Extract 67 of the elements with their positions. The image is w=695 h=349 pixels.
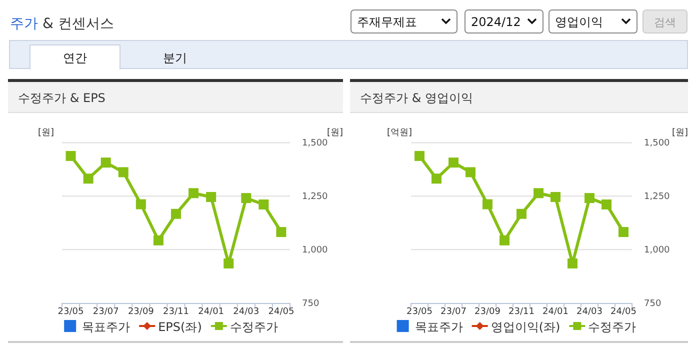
x-tick-label: 24/03 (576, 307, 602, 317)
point (602, 199, 612, 210)
point (66, 150, 76, 161)
point (448, 158, 458, 168)
legend-label: 수정주가 (230, 320, 278, 334)
point (118, 167, 128, 178)
point (241, 193, 252, 204)
text: 연간 (63, 51, 87, 65)
y2-axis-title: [원] (672, 128, 688, 138)
y2-tick-label: 1,000 (644, 246, 670, 256)
text: 분기 (163, 51, 187, 65)
text: 주재무제표 (357, 15, 417, 29)
x-tick-label: 23/05 (58, 307, 84, 317)
x-tick-label: 23/09 (128, 307, 154, 317)
y-axis-title: [원] (38, 128, 54, 138)
point (618, 227, 628, 238)
x-tick-label: 23/07 (440, 307, 466, 317)
point (171, 208, 181, 219)
x-tick-label: 23/05 (406, 307, 432, 317)
text: 주가 & 컨센서스 (10, 16, 114, 32)
point (482, 199, 492, 210)
x-tick-label: 23/11 (508, 307, 534, 317)
point (188, 188, 199, 198)
text: 2024/12 (471, 15, 521, 29)
point (224, 258, 234, 268)
chart-title: 수정주가 & EPS (18, 91, 106, 105)
chart-title: 수정주가 & 영업이익 (360, 91, 473, 105)
y2-tick-label: 1,250 (302, 192, 328, 202)
x-tick-label: 24/01 (198, 307, 224, 317)
y2-tick-label: 1,000 (302, 246, 328, 256)
point (516, 208, 526, 219)
point (258, 199, 269, 210)
x-tick-label: 23/11 (163, 307, 189, 317)
legend-label: 목표주가 (414, 320, 463, 334)
point (500, 235, 510, 246)
point (568, 258, 578, 268)
x-tick-label: 24/05 (268, 307, 294, 317)
x-tick-label: 23/07 (92, 307, 119, 317)
y2-tick-label: 750 (644, 299, 662, 309)
x-tick-label: 24/05 (610, 307, 636, 317)
point (83, 174, 94, 184)
legend-label: EPS(좌) (158, 320, 202, 334)
point (534, 188, 544, 198)
text: 영업이익 (555, 15, 603, 29)
point (276, 227, 286, 238)
point (432, 174, 442, 184)
point (100, 158, 111, 168)
text: 검색 (654, 16, 676, 29)
y2-axis-title: [원] (327, 128, 344, 138)
x-tick-label: 23/09 (474, 307, 501, 317)
x-tick-label: 24/01 (542, 307, 568, 317)
y2-tick-label: 1,250 (644, 192, 670, 202)
y-axis-title: [억원] (387, 128, 412, 138)
legend-label: 수정주가 (588, 320, 636, 334)
point (414, 150, 424, 161)
x-tick-label: 24/03 (233, 307, 260, 317)
y2-tick-label: 750 (302, 299, 320, 309)
point (153, 235, 164, 246)
legend-label: 영업이익(좌) (490, 320, 560, 334)
y2-tick-label: 1,500 (302, 138, 328, 149)
legend-label: 목표주가 (82, 320, 130, 334)
point (550, 192, 560, 202)
point (466, 167, 476, 178)
point (136, 199, 146, 210)
point (584, 193, 594, 204)
point (206, 192, 216, 202)
y2-tick-label: 1,500 (644, 138, 670, 149)
